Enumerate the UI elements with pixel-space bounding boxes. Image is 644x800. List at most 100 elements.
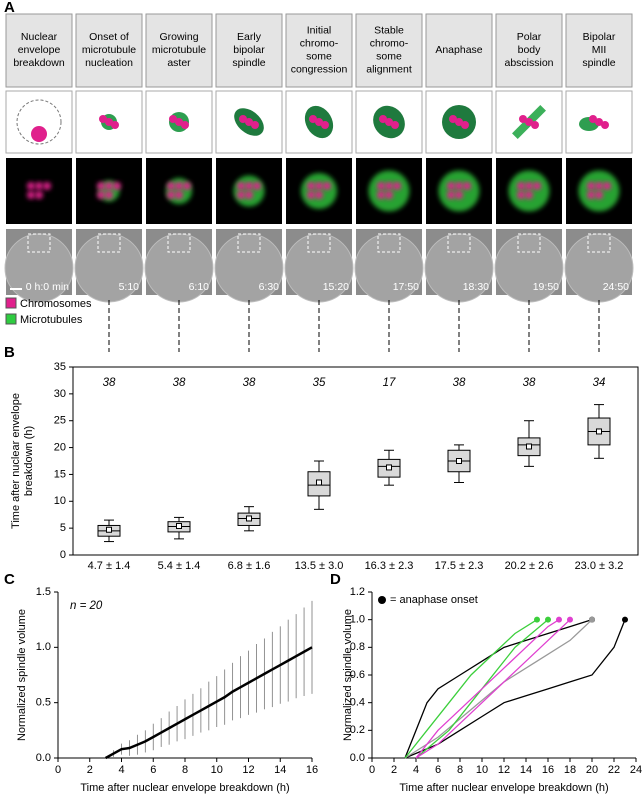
time-label: 6:30 — [259, 281, 280, 293]
chromosome — [525, 118, 533, 126]
stage-header — [5, 13, 73, 88]
y-tick-label: 0.4 — [350, 697, 365, 709]
stage-header — [425, 13, 493, 88]
stage-header — [215, 13, 283, 88]
chromosome-signal — [315, 191, 323, 199]
chromosome-signal — [35, 191, 43, 199]
chromosome — [309, 115, 317, 123]
data-line — [105, 646, 313, 760]
chromosome-signal — [183, 182, 191, 190]
x-tick-label: 6 — [435, 764, 441, 776]
stage-label: alignment — [366, 63, 412, 75]
chromosome — [531, 121, 539, 129]
panel-letter: D — [330, 571, 341, 588]
time-label: 17:50 — [393, 281, 419, 293]
plot-frame — [72, 366, 639, 556]
chromosome-signal — [97, 191, 105, 199]
legend-swatch — [5, 313, 17, 325]
y-tick-label: 1.2 — [350, 586, 365, 598]
chromosome-signal — [175, 182, 183, 190]
x-tick-label: 0 — [55, 764, 61, 776]
time-label: 6:10 — [189, 281, 210, 293]
y-tick-label: 0.0 — [350, 752, 365, 764]
time-label: 18:30 — [463, 281, 489, 293]
chromosome-signal — [315, 182, 323, 190]
time-label: 24:50 — [603, 281, 629, 293]
mean-marker — [106, 526, 112, 533]
annotation: n = 20 — [70, 600, 103, 612]
stage-label: Early — [237, 31, 262, 43]
stage-label: breakdown — [13, 57, 65, 69]
summary-label: 4.7 ± 1.4 — [88, 560, 131, 572]
y-tick-label: 1.0 — [350, 614, 365, 626]
chromosome-signal — [237, 182, 245, 190]
chromosome — [181, 121, 189, 129]
chromosome — [461, 121, 469, 129]
anaphase-onset-dot — [556, 616, 562, 623]
y-tick-label: 15 — [54, 468, 66, 480]
data-line — [415, 619, 571, 759]
y-axis-label: Time after nuclear envelope — [10, 393, 22, 529]
chromosome-signal — [385, 191, 393, 199]
chromosome-signal — [27, 191, 35, 199]
x-tick-label: 18 — [564, 764, 576, 776]
x-tick-label: 10 — [211, 764, 223, 776]
chromosome-signal — [587, 191, 595, 199]
chromosome — [519, 115, 527, 123]
stage-label: bipolar — [233, 44, 265, 56]
x-tick-label: 22 — [608, 764, 620, 776]
anaphase-onset-dot — [534, 616, 540, 623]
chromosome-signal — [377, 191, 385, 199]
chromosome-signal — [105, 191, 113, 199]
y-tick-label: 30 — [54, 388, 66, 400]
chromosome-signal — [455, 191, 463, 199]
chromosome-signal — [447, 182, 455, 190]
chromosome-signal — [517, 191, 525, 199]
x-tick-label: 14 — [520, 764, 532, 776]
n-label: 38 — [103, 377, 116, 389]
chromosome-signal — [517, 182, 525, 190]
chromosome-signal — [253, 182, 261, 190]
chromosome-signal — [595, 182, 603, 190]
x-tick-label: 8 — [457, 764, 463, 776]
x-tick-label: 2 — [87, 764, 93, 776]
chromosome — [105, 118, 113, 126]
mean-marker — [246, 515, 252, 522]
y-tick-label: 1.0 — [36, 641, 51, 653]
summary-label: 20.2 ± 2.6 — [505, 560, 554, 572]
stage-label: abscission — [504, 57, 553, 69]
legend-label: Microtubules — [20, 314, 83, 326]
chromosome — [385, 118, 393, 126]
summary-label: 23.0 ± 3.2 — [575, 560, 624, 572]
stage-label: Anaphase — [435, 44, 482, 56]
mean-marker — [456, 458, 462, 464]
x-tick-label: 0 — [369, 764, 375, 776]
schematic-box — [5, 90, 73, 154]
panel-letter: C — [4, 571, 15, 588]
summary-label: 13.5 ± 3.0 — [295, 560, 344, 572]
stage-label: Bipolar — [583, 31, 616, 43]
mean-marker — [176, 522, 182, 529]
chromosome-signal — [323, 182, 331, 190]
data-line — [415, 619, 560, 759]
y-tick-label: 0.5 — [36, 697, 51, 709]
n-label: 17 — [383, 377, 396, 389]
stage-label: congression — [291, 63, 348, 75]
chromosome-signal — [167, 191, 175, 199]
chromosome-signal — [175, 191, 183, 199]
chromosome-signal — [447, 191, 455, 199]
chromosome-signal — [455, 182, 463, 190]
chromosome-signal — [603, 182, 611, 190]
mean-marker — [596, 428, 602, 435]
chromosome-signal — [307, 182, 315, 190]
stage-label: chromo- — [370, 37, 409, 49]
y-tick-label: 0.8 — [350, 641, 365, 653]
chromosome-signal — [533, 182, 541, 190]
summary-label: 5.4 ± 1.4 — [158, 560, 201, 572]
chromosome — [589, 115, 597, 123]
x-tick-label: 24 — [630, 764, 642, 776]
chromosome-signal — [385, 182, 393, 190]
roi-box — [97, 233, 121, 253]
stage-label: microtubule — [152, 44, 206, 56]
mean-marker — [386, 464, 392, 471]
